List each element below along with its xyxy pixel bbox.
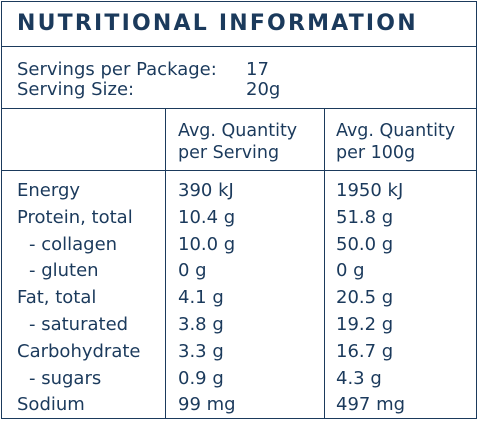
per-100g-value: 497 mg [336, 394, 406, 416]
nutrient-row-sugars: - sugars 0.9 g 4.3 g [2, 366, 476, 393]
per-serving-value: 3.8 g [178, 313, 224, 335]
per-100g-value: 16.7 g [336, 340, 394, 362]
nutrient-name: - collagen [29, 233, 118, 255]
nutrient-name: Protein, total [17, 206, 133, 228]
column-header-line: per Serving [178, 143, 280, 163]
nutrient-name: Fat, total [17, 287, 97, 309]
column-header-line: Avg. Quantity [336, 121, 456, 141]
per-serving-value: 10.0 g [178, 233, 236, 255]
per-100g-value: 0 g [336, 260, 365, 282]
per-100g-value: 1950 kJ [336, 180, 404, 201]
nutrient-row-saturated: - saturated 3.8 g 19.2 g [2, 312, 476, 339]
nutrient-row-energy: Energy 390 kJ 1950 kJ [2, 178, 476, 205]
divider [2, 108, 476, 109]
nutrient-row-collagen: - collagen 10.0 g 50.0 g [2, 232, 476, 259]
nutrient-row-gluten: - gluten 0 g 0 g [2, 258, 476, 285]
nutrient-name: Energy [17, 180, 81, 201]
divider [2, 46, 476, 47]
per-100g-value: 19.2 g [336, 313, 394, 335]
nutrient-name: Sodium [17, 394, 85, 416]
nutrient-name: - gluten [29, 260, 99, 282]
column-header-line: per 100g [336, 143, 416, 163]
per-serving-value: 390 kJ [178, 180, 234, 201]
column-divider [324, 108, 325, 418]
column-divider [165, 108, 166, 418]
servings-label: Servings per Package: [17, 59, 217, 80]
nutrient-name: - saturated [29, 313, 129, 335]
column-header-per-100g: Avg. Quantity per 100g [336, 120, 455, 164]
column-header-per-serving: Avg. Quantity per Serving [178, 120, 297, 164]
per-100g-value: 50.0 g [336, 233, 394, 255]
per-serving-value: 0 g [178, 260, 207, 282]
nutrient-row-fat: Fat, total 4.1 g 20.5 g [2, 285, 476, 312]
per-serving-value: 4.1 g [178, 287, 224, 309]
nutrient-row-sodium: Sodium 99 mg 497 mg [2, 392, 476, 419]
per-serving-value: 0.9 g [178, 367, 224, 389]
serving-size-value: 20g [246, 79, 281, 100]
per-serving-value: 10.4 g [178, 206, 236, 228]
nutrient-row-carbohydrate: Carbohydrate 3.3 g 16.7 g [2, 339, 476, 366]
nutrient-name: - sugars [29, 367, 102, 389]
serving-size-label: Serving Size: [17, 79, 135, 100]
nutrient-name: Carbohydrate [17, 340, 141, 362]
divider [2, 170, 476, 171]
column-header-line: Avg. Quantity [178, 121, 298, 141]
per-100g-value: 20.5 g [336, 287, 394, 309]
servings-value: 17 [246, 59, 269, 80]
panel-title: NUTRITIONAL INFORMATION [17, 11, 418, 36]
per-100g-value: 51.8 g [336, 206, 394, 228]
per-serving-value: 3.3 g [178, 340, 224, 362]
per-100g-value: 4.3 g [336, 367, 382, 389]
nutrient-row-protein: Protein, total 10.4 g 51.8 g [2, 205, 476, 232]
nutrient-rows: Energy 390 kJ 1950 kJ Protein, total 10.… [2, 178, 476, 419]
per-serving-value: 99 mg [178, 394, 236, 416]
